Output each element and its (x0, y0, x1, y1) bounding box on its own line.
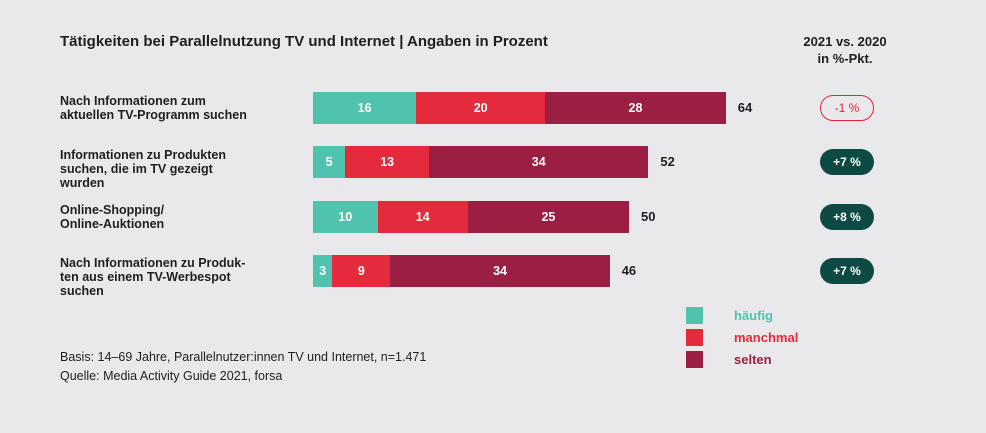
comparison-header-line2: in %-Pkt. (817, 51, 873, 66)
bar-segment-haeufig: 5 (313, 146, 346, 178)
row-label: Online-Shopping/Online-Auktionen (60, 203, 295, 231)
row-label-line: Informationen zu Produkten (60, 148, 226, 162)
legend-swatch-manchmal (686, 328, 703, 346)
bar-segment-haeufig: 16 (313, 92, 417, 124)
chart-title: Tätigkeiten bei Parallelnutzung TV und I… (60, 33, 548, 50)
stacked-bar: 5 13 34 (313, 146, 649, 178)
row-label-line: Online-Shopping/ (60, 203, 165, 217)
legend-label-selten: selten (734, 351, 772, 367)
row-label: Nach Informationen zu Produk-ten aus ein… (60, 256, 295, 298)
bar-segment-manchmal: 13 (345, 146, 430, 178)
bar-total-label: 50 (641, 209, 656, 224)
row-label-line: suchen (60, 284, 104, 298)
stacked-bar: 16 20 28 (313, 92, 726, 124)
stacked-bar: 3 9 34 (313, 255, 610, 287)
legend-swatch-selten (686, 350, 703, 368)
row-label: Informationen zu Produkten suchen, die im… (60, 148, 295, 190)
bar-segment-manchmal: 14 (377, 201, 468, 233)
bar-segment-selten: 25 (467, 201, 630, 233)
bar-segment-haeufig: 10 (313, 201, 378, 233)
footnote-basis: Basis: 14–69 Jahre, Parallelnutzer:innen… (60, 350, 427, 364)
row-label-line: Nach Informationen zu Produk- (60, 256, 246, 270)
row-label-line: aktuellen TV-Programm suchen (60, 108, 247, 122)
stacked-bar: 10 14 25 (313, 201, 630, 233)
legend-label-manchmal: manchmal (734, 329, 799, 345)
row-label-line: ten aus einem TV-Werbespot (60, 270, 231, 284)
legend-item-selten: selten (686, 350, 772, 368)
row-label-line: suchen, die im TV gezeigt (60, 162, 213, 176)
bar-total-label: 46 (621, 263, 637, 278)
bar-segment-selten: 34 (390, 255, 610, 287)
bar-total-label: 64 (737, 100, 753, 115)
legend-item-haeufig: häufig (686, 306, 773, 324)
legend-label-haeufig: häufig (734, 307, 773, 323)
legend-item-manchmal: manchmal (686, 328, 798, 346)
bar-segment-selten: 34 (429, 146, 649, 178)
bar-segment-haeufig: 3 (313, 255, 333, 287)
bar-segment-manchmal: 20 (416, 92, 546, 124)
change-badge: +7 % (820, 258, 874, 284)
footnote-source: Quelle: Media Activity Guide 2021, forsa (60, 369, 283, 383)
bar-total-label: 52 (660, 154, 675, 169)
row-label: Nach Informationen zum aktuellen TV-Progr… (60, 94, 295, 122)
change-badge: +7 % (820, 149, 874, 175)
change-badge: +8 % (820, 204, 874, 230)
bar-segment-manchmal: 9 (332, 255, 391, 287)
change-badge: -1 % (820, 95, 874, 121)
comparison-header-line1: 2021 vs. 2020 (803, 34, 887, 49)
row-label-line: Online-Auktionen (60, 217, 165, 231)
comparison-header: 2021 vs. 2020 in %-Pkt. (790, 33, 900, 67)
row-label-line: wurden (60, 176, 105, 190)
row-label-line: Nach Informationen zum (60, 94, 206, 108)
bar-segment-selten: 28 (545, 92, 726, 124)
legend-swatch-haeufig (686, 306, 703, 324)
